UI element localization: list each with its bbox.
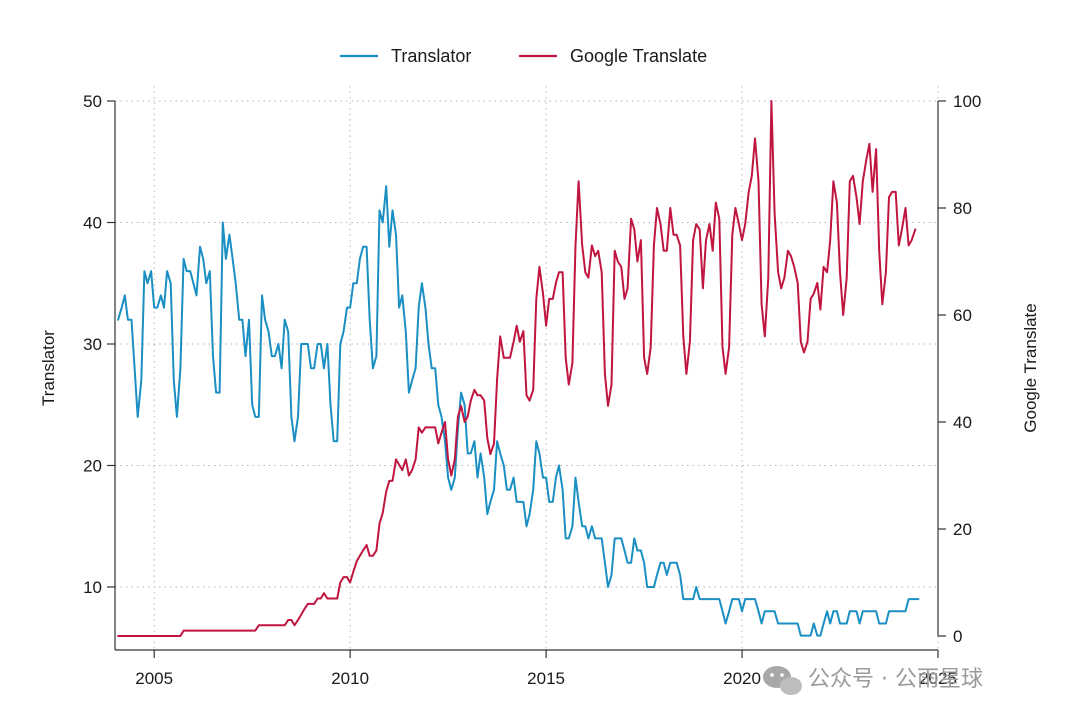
y-tick-label-right: 60 bbox=[953, 306, 972, 325]
y-tick-label-right: 20 bbox=[953, 520, 972, 539]
y-tick-label-left: 50 bbox=[83, 92, 102, 111]
y-tick-label-right: 80 bbox=[953, 199, 972, 218]
legend: Translator Google Translate bbox=[340, 46, 707, 66]
legend-label-google-translate: Google Translate bbox=[570, 46, 707, 66]
y-tick-label-right: 100 bbox=[953, 92, 981, 111]
y-tick-label-left: 40 bbox=[83, 214, 102, 233]
y-tick-label-right: 40 bbox=[953, 413, 972, 432]
x-tick-label: 2015 bbox=[527, 669, 565, 688]
x-tick-label: 2020 bbox=[723, 669, 761, 688]
y-axis-title-right: Google Translate bbox=[1021, 303, 1040, 432]
y-tick-label-right: 0 bbox=[953, 627, 962, 646]
y-tick-label-left: 30 bbox=[83, 335, 102, 354]
series-line-translator bbox=[117, 185, 920, 637]
y-tick-label-left: 20 bbox=[83, 457, 102, 476]
series-lines bbox=[117, 100, 920, 637]
grid-lines bbox=[115, 86, 939, 650]
series-line-google-translate bbox=[117, 100, 917, 637]
x-tick-label: 2005 bbox=[135, 669, 173, 688]
y-axis-title-left: Translator bbox=[39, 330, 58, 406]
x-tick-label: 2010 bbox=[331, 669, 369, 688]
x-tick-label: 2025 bbox=[919, 669, 957, 688]
y-tick-label-left: 10 bbox=[83, 578, 102, 597]
axes: 10 20 30 40 50 0 20 40 60 80 100 2005 2010 2015 2020 20… bbox=[83, 92, 981, 688]
watermark-text: 公众号 · 公雨星球 bbox=[808, 667, 983, 692]
legend-label-translator: Translator bbox=[391, 46, 471, 66]
watermark: 公众号 · 公雨星球 bbox=[763, 666, 983, 695]
wechat-icon bbox=[763, 666, 802, 695]
